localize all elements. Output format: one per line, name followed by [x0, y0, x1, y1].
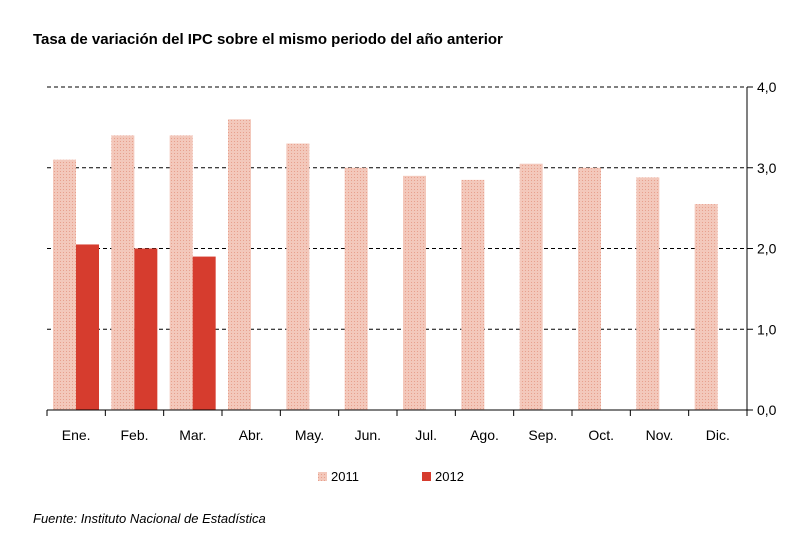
x-tick-label: Mar. — [179, 427, 206, 443]
bar-2012-mar — [192, 256, 216, 410]
bar-2011-oct — [578, 167, 601, 410]
legend-swatch-2011 — [318, 472, 327, 481]
legend-swatch-2012 — [422, 472, 431, 481]
bar-2012-ene — [76, 244, 99, 410]
bar-2011-dic — [694, 204, 718, 410]
bar-2011-nov — [636, 177, 660, 410]
bar-2012-feb — [134, 248, 158, 410]
y-tick-label: 1,0 — [757, 321, 777, 337]
x-tick-label: Jun. — [355, 427, 381, 443]
bar-2011-mar — [169, 135, 193, 410]
bar-2011-jun — [344, 167, 368, 410]
x-tick-label: Ene. — [62, 427, 91, 443]
y-tick-label: 4,0 — [757, 79, 777, 95]
x-tick-label: May. — [295, 427, 324, 443]
x-tick-label: Feb. — [120, 427, 148, 443]
y-tick-label: 2,0 — [757, 241, 777, 257]
x-tick-label: Sep. — [528, 427, 557, 443]
chart-title: Tasa de variación del IPC sobre el mismo… — [33, 31, 503, 48]
y-tick-label: 3,0 — [757, 160, 777, 176]
bar-2011-ago — [461, 179, 485, 410]
x-tick-label: Ago. — [470, 427, 499, 443]
y-tick-label: 0,0 — [757, 402, 777, 418]
x-tick-label: Nov. — [646, 427, 674, 443]
source-note: Fuente: Instituto Nacional de Estadístic… — [33, 511, 266, 526]
bar-2011-jul — [403, 175, 426, 410]
bar-2011-ene — [53, 159, 76, 410]
bar-2011-may — [286, 143, 310, 410]
x-tick-label: Abr. — [239, 427, 264, 443]
x-tick-label: Dic. — [706, 427, 730, 443]
x-tick-label: Jul. — [415, 427, 437, 443]
bar-2011-abr — [228, 119, 251, 411]
bar-2011-feb — [111, 135, 135, 410]
legend-label-2012: 2012 — [435, 469, 464, 484]
legend-label-2011: 2011 — [331, 469, 359, 484]
bar-2011-sep — [519, 163, 543, 410]
x-tick-label: Oct. — [588, 427, 614, 443]
